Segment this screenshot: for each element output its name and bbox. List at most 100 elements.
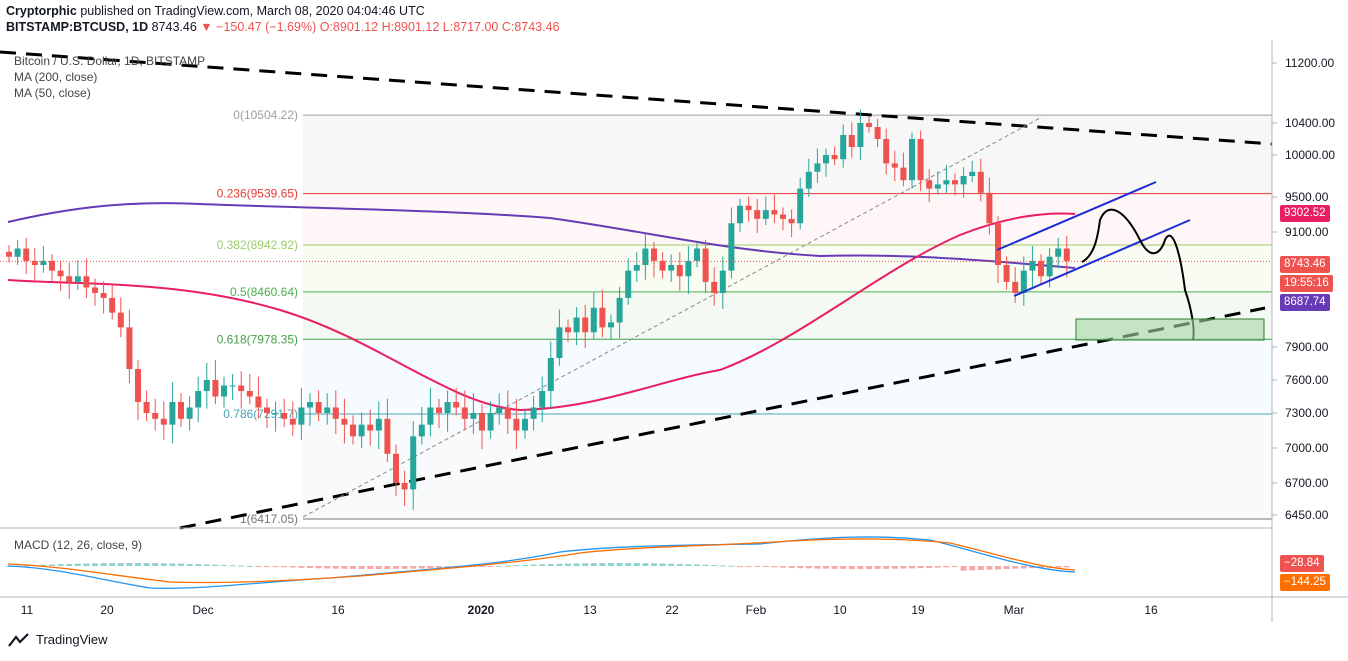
fib-label: 0.618(7978.35) — [217, 332, 298, 346]
candle-body — [926, 180, 933, 189]
candle-body — [384, 418, 391, 454]
candle-body — [616, 297, 623, 323]
macd-legend[interactable]: MACD (12, 26, close, 9) — [14, 538, 143, 552]
price-axis[interactable]: 11200.00 10400.00 10000.00 9500.00 9100.00 79… — [1272, 56, 1335, 522]
macd-histogram-bar — [324, 566, 331, 569]
price-tick-label: 10000.00 — [1285, 148, 1335, 162]
fib-zone — [303, 244, 1272, 292]
candle-body — [6, 251, 12, 257]
indicator-legend: Bitcoin / U.S. Dollar, 1D, BITSTAMP MA (… — [14, 53, 205, 101]
macd-histogram-bar — [160, 563, 167, 566]
candle-body — [780, 214, 786, 219]
candle-body — [642, 248, 649, 265]
candle-body — [31, 260, 38, 265]
macd-histogram-bar — [960, 566, 967, 571]
macd-histogram-bar — [401, 566, 408, 569]
candle-body — [1055, 248, 1062, 257]
candle-body — [814, 163, 821, 172]
candle-body — [479, 413, 485, 431]
time-tick-label: 19 — [911, 603, 925, 617]
candle-body — [659, 260, 666, 271]
macd-histogram-bar — [547, 564, 554, 566]
macd-histogram-bar — [694, 564, 700, 566]
resistance-trendline — [0, 50, 1273, 146]
candle-body — [14, 248, 21, 257]
candle-body — [324, 407, 331, 413]
trend-lines — [0, 50, 1273, 530]
candle-body — [547, 358, 554, 391]
candle-body — [143, 402, 150, 413]
author-name[interactable]: Cryptorphic — [6, 4, 77, 18]
change-arrow-icon: ▼ — [200, 20, 213, 34]
macd-histogram-bar — [100, 563, 107, 566]
series-title[interactable]: Bitcoin / U.S. Dollar, 1D, BITSTAMP — [14, 54, 206, 68]
support-trendline — [179, 306, 1266, 530]
time-axis[interactable]: 11 20 Dec 16 2020 13 22 Feb 10 19 Mar 16 — [21, 603, 1158, 617]
macd-histogram-bar — [315, 566, 322, 569]
candle-body — [668, 265, 675, 271]
macd-histogram-bar — [522, 564, 528, 566]
candle-body — [754, 210, 761, 219]
price-tick-label: 9100.00 — [1285, 225, 1329, 239]
fib-label: 0(10504.22) — [233, 108, 298, 122]
macd-histogram-bar — [126, 563, 133, 566]
tradingview-logo[interactable]: TradingView — [8, 632, 108, 647]
low-value: L:8717.00 — [442, 20, 499, 34]
fib-label: 0.382(8942.92) — [217, 238, 298, 252]
macd-histogram-bar — [418, 566, 425, 569]
candle-body — [298, 407, 305, 425]
macd-pane — [6, 536, 1076, 589]
price-tick-label: 10400.00 — [1285, 116, 1335, 130]
macd-histogram-bar — [874, 566, 881, 569]
ma200-legend[interactable]: MA (200, close) — [14, 70, 98, 84]
candle-body — [178, 402, 184, 419]
macd-histogram-bar — [651, 563, 657, 566]
candle-body — [943, 180, 950, 185]
candle-body — [986, 192, 993, 224]
candle-body — [573, 317, 580, 333]
fib-zone — [303, 413, 1272, 519]
candle-body — [436, 407, 442, 413]
candle-body — [367, 424, 374, 431]
macd-histogram-bar — [66, 563, 73, 566]
macd-histogram-bar — [436, 566, 442, 568]
ma50-legend[interactable]: MA (50, close) — [14, 86, 91, 100]
macd-histogram-bar — [444, 566, 451, 568]
candle-body — [909, 139, 915, 181]
macd-histogram-bar — [212, 564, 219, 566]
candle-body — [788, 218, 795, 224]
macd-histogram-bar — [530, 564, 537, 566]
macd-histogram-bar — [513, 565, 520, 567]
macd-histogram-bar — [771, 566, 778, 568]
candle-body — [805, 171, 812, 189]
macd-histogram-bar — [281, 566, 288, 568]
time-tick-label: 10 — [833, 603, 847, 617]
macd-histogram-bar — [633, 563, 640, 566]
macd-histogram-bar — [427, 566, 434, 569]
candle-body — [539, 391, 546, 408]
candle-body — [341, 418, 348, 425]
target-zone — [1075, 318, 1265, 341]
candle-body — [401, 483, 408, 490]
candle-body — [444, 402, 451, 413]
candle-body — [1020, 270, 1027, 293]
macd-histogram-bar — [625, 563, 632, 566]
macd-histogram-bar — [986, 566, 993, 570]
macd-histogram-bar — [229, 565, 236, 567]
macd-histogram-bar — [866, 566, 872, 569]
macd-histogram-bar — [745, 566, 752, 567]
macd-histogram-bar — [1063, 566, 1070, 568]
candle-body — [410, 436, 417, 490]
macd-histogram-bar — [599, 563, 606, 566]
macd-signal-tag: −144.25 — [1280, 574, 1330, 591]
publish-info: published on TradingView.com, March 08, … — [76, 4, 425, 18]
macd-histogram-bar — [582, 563, 589, 566]
candle-body — [152, 413, 159, 419]
fib-label: 0.236(9539.65) — [217, 187, 298, 201]
candle-body — [866, 123, 872, 127]
price-tick-label: 7300.00 — [1285, 406, 1329, 420]
macd-histogram-bar — [668, 563, 675, 566]
tradingview-icon — [8, 632, 29, 647]
macd-histogram-bar — [195, 564, 202, 566]
